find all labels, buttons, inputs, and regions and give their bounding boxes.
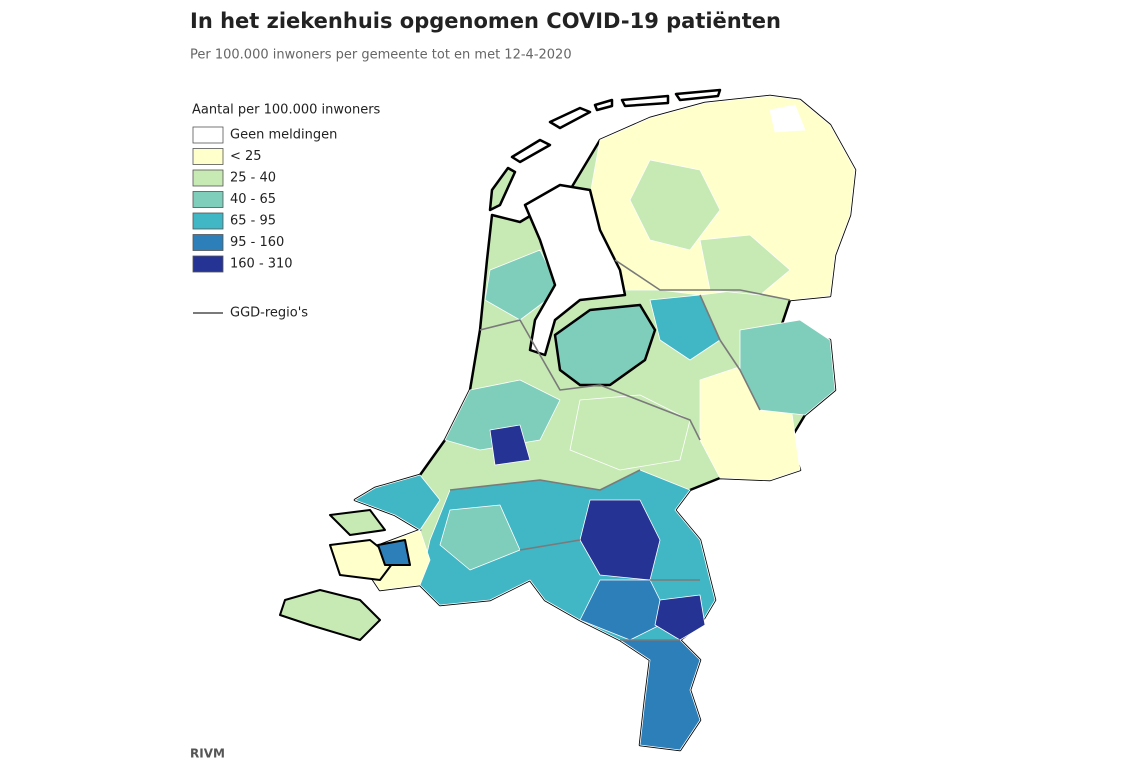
island bbox=[377, 539, 411, 566]
legend-swatch bbox=[192, 169, 224, 187]
legend-swatch bbox=[192, 255, 224, 273]
title: In het ziekenhuis opgenomen COVID-19 pat… bbox=[190, 9, 781, 33]
legend-swatch bbox=[192, 191, 224, 208]
legend-swatch bbox=[192, 148, 224, 165]
region bbox=[354, 474, 441, 531]
source: RIVM bbox=[190, 747, 225, 760]
legend-title: Aantal per 100.000 inwoners bbox=[192, 103, 381, 118]
map bbox=[279, 88, 857, 752]
region bbox=[444, 379, 561, 451]
legend-swatch bbox=[192, 126, 224, 144]
region bbox=[654, 594, 706, 641]
island bbox=[329, 509, 386, 536]
region bbox=[484, 249, 561, 321]
island bbox=[279, 589, 381, 641]
region bbox=[489, 424, 531, 466]
island bbox=[620, 94, 670, 108]
legend-swatch bbox=[192, 212, 224, 230]
region bbox=[619, 639, 701, 751]
region bbox=[769, 104, 806, 133]
legend-label: 160 - 310 bbox=[230, 257, 293, 272]
legend-label: Geen meldingen bbox=[230, 128, 337, 143]
island bbox=[548, 106, 592, 130]
legend-label: < 25 bbox=[230, 149, 262, 164]
island bbox=[674, 88, 722, 102]
region bbox=[569, 394, 691, 471]
legend-label: 40 - 65 bbox=[230, 192, 276, 207]
region bbox=[699, 234, 791, 296]
region bbox=[629, 159, 721, 251]
island bbox=[488, 166, 517, 212]
region bbox=[439, 504, 521, 571]
lake bbox=[523, 183, 627, 357]
region bbox=[579, 579, 671, 641]
legend-label: 25 - 40 bbox=[230, 171, 276, 186]
legend-line-label: GGD-regio's bbox=[230, 306, 308, 321]
legend-label: 65 - 95 bbox=[230, 214, 276, 229]
legend-label: 95 - 160 bbox=[230, 235, 284, 250]
island bbox=[510, 138, 552, 164]
flevoland bbox=[553, 303, 657, 387]
region bbox=[649, 294, 721, 361]
legend: Geen meldingen < 25 25 - 40 40 - 65 65 - 95 9… bbox=[192, 126, 337, 273]
subtitle: Per 100.000 inwoners per gemeente tot en… bbox=[190, 48, 572, 63]
island bbox=[593, 98, 614, 112]
legend-swatch bbox=[192, 234, 224, 251]
